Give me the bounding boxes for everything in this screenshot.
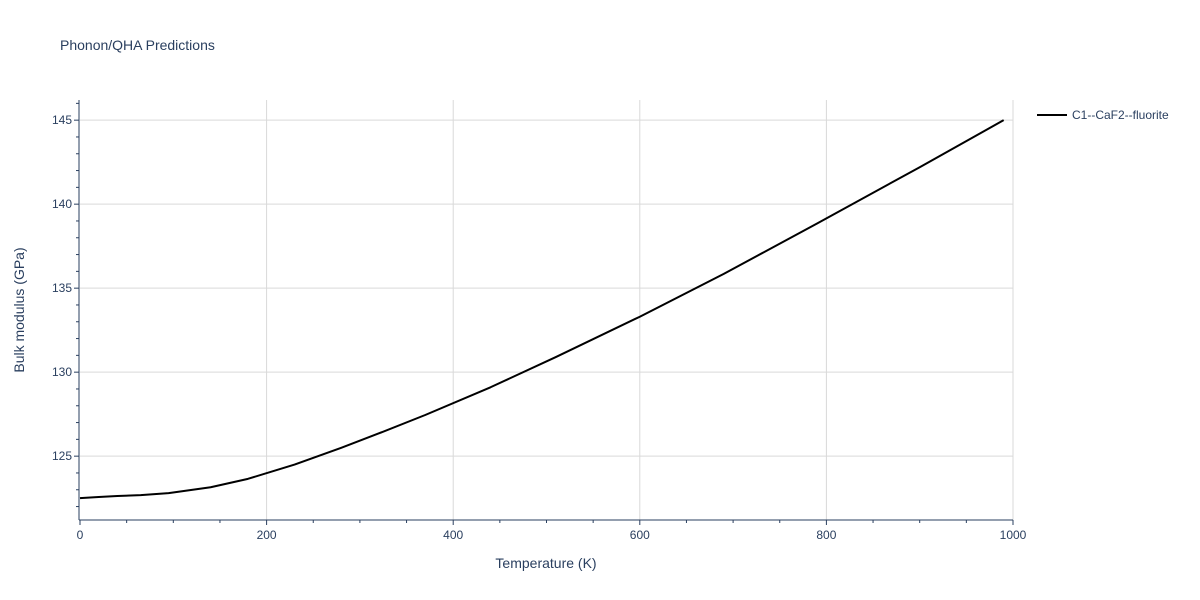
x-axis-title: Temperature (K) [495,555,596,571]
chart-title: Phonon/QHA Predictions [60,37,215,53]
legend[interactable]: C1--CaF2--fluorite [1037,108,1169,122]
y-tick-label: 130 [52,365,72,379]
legend-label: C1--CaF2--fluorite [1072,108,1169,122]
x-tick-label: 600 [630,528,650,542]
x-tick-label: 200 [257,528,277,542]
series-line-0 [79,119,1005,500]
y-tick-label: 135 [52,281,72,295]
grid [80,100,1014,520]
y-axis-title: Bulk modulus (GPa) [11,247,27,372]
x-tick-label: 400 [443,528,463,542]
x-tick-label: 800 [816,528,836,542]
axes: 0 200 400 600 800 1000 125 130 135 140 145 [52,100,1027,542]
x-tick-label: 1000 [1000,528,1027,542]
series-layer [79,119,1005,500]
y-tick-label: 145 [52,113,72,127]
x-tick-label: 0 [77,528,84,542]
y-tick-label: 140 [52,197,72,211]
y-tick-label: 125 [52,449,72,463]
